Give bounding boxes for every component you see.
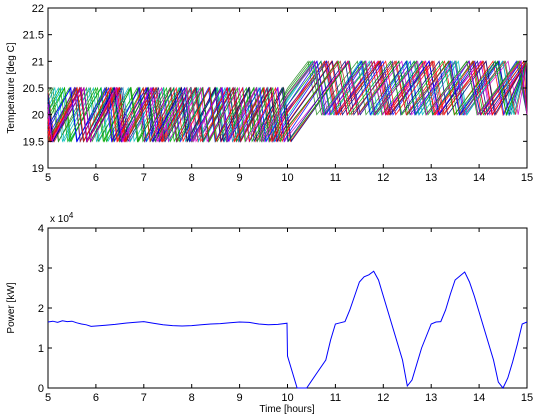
temperature-xtick-label: 6	[93, 172, 99, 184]
temperature-trace	[47, 60, 528, 143]
power-xtick-label: 5	[45, 392, 51, 404]
temperature-y-ticks: 19 19.5 20 20.5 21 21.5 22	[23, 3, 527, 175]
temperature-trace	[47, 60, 528, 143]
power-xtick-label: 12	[377, 392, 389, 404]
power-y-axis-label: Power [kW]	[6, 282, 17, 333]
temperature-x-ticks: 5 6 7 8 9 10 11 12 13 14 15	[45, 8, 533, 184]
power-xtick-label: 13	[425, 392, 437, 404]
temperature-ytick-label: 19.5	[23, 136, 44, 148]
temperature-xtick-label: 9	[237, 172, 243, 184]
temperature-xtick-label: 15	[521, 172, 533, 184]
temperature-ytick-label: 19	[32, 163, 44, 175]
power-xtick-label: 6	[93, 392, 99, 404]
power-exponent-label: x 104	[50, 211, 74, 225]
power-x-ticks: 5 6 7 8 9 10 11 12 13 14 15	[45, 228, 533, 404]
temperature-xtick-label: 11	[330, 172, 341, 184]
temperature-xtick-label: 8	[189, 172, 195, 184]
power-series-group	[47, 270, 528, 389]
temperature-xtick-label: 7	[141, 172, 147, 184]
temperature-trace	[47, 60, 528, 143]
power-xtick-label: 9	[237, 392, 243, 404]
power-ytick-label: 3	[38, 263, 44, 275]
temperature-trace	[47, 60, 528, 143]
temperature-trace	[47, 60, 528, 143]
temperature-trace	[47, 60, 528, 143]
temperature-ytick-label: 22	[32, 3, 44, 15]
power-y-ticks: 0 1 2 3 4	[38, 223, 527, 395]
temperature-ytick-label: 20.5	[23, 83, 44, 95]
temperature-ytick-label: 20	[32, 110, 44, 122]
temperature-series-group	[47, 60, 528, 143]
power-ytick-label: 0	[38, 383, 44, 395]
power-exponent-power: 4	[69, 211, 74, 220]
power-exponent-base: x 10	[50, 214, 69, 225]
temperature-trace	[47, 60, 528, 143]
power-xtick-label: 14	[473, 392, 485, 404]
temperature-chart: 5 6 7 8 9 10 11 12 13 14 15 19 19.5 20 20.5 21 21.5 22 T…	[6, 3, 533, 184]
power-xtick-label: 15	[521, 392, 533, 404]
power-ytick-label: 2	[38, 303, 44, 315]
temperature-xtick-label: 14	[473, 172, 485, 184]
power-ytick-label: 4	[38, 223, 44, 235]
power-plot-frame	[47, 227, 528, 389]
power-x-axis-label: Time [hours]	[259, 404, 314, 415]
temperature-xtick-label: 12	[377, 172, 389, 184]
temperature-trace	[47, 60, 528, 143]
temperature-ytick-label: 21.5	[23, 30, 44, 42]
temperature-trace	[47, 60, 528, 143]
temperature-xtick-label: 13	[425, 172, 437, 184]
temperature-xtick-label: 5	[45, 172, 51, 184]
power-ytick-label: 1	[38, 343, 44, 355]
temperature-trace	[47, 60, 528, 143]
temperature-xtick-label: 10	[281, 172, 293, 184]
power-xtick-label: 7	[141, 392, 147, 404]
power-series-line	[47, 270, 528, 389]
temperature-y-axis-label: Temperature [deg C]	[6, 42, 17, 133]
temperature-ytick-label: 21	[32, 56, 44, 68]
power-xtick-label: 11	[330, 392, 341, 404]
power-xtick-label: 10	[281, 392, 293, 404]
power-xtick-label: 8	[189, 392, 195, 404]
